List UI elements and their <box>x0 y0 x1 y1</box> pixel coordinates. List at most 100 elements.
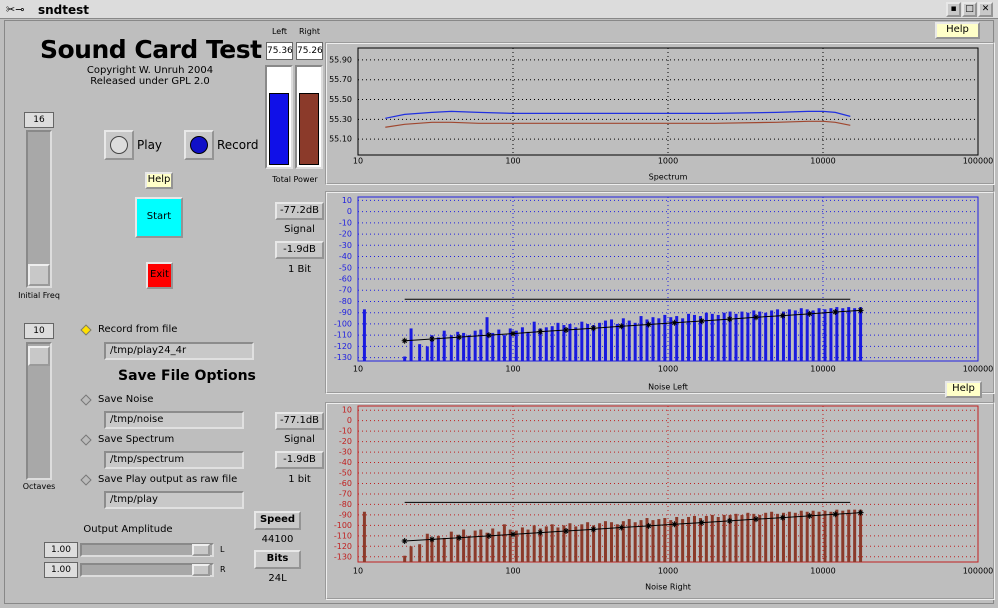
bar <box>544 526 548 562</box>
bar <box>633 522 637 562</box>
bar <box>847 307 851 361</box>
slider-value: 16 <box>24 112 54 128</box>
bar <box>574 327 578 361</box>
bar <box>514 530 518 562</box>
slider-thumb[interactable] <box>192 544 210 556</box>
bar <box>574 526 578 562</box>
bar <box>657 519 661 562</box>
bar <box>456 534 460 562</box>
window-title: sndtest <box>38 3 90 17</box>
bar <box>758 514 762 562</box>
bits-button[interactable]: Bits <box>254 550 301 569</box>
bit-db-button[interactable]: -1.9dB <box>275 241 324 259</box>
bit-db-button[interactable]: -1.9dB <box>275 451 324 469</box>
signal-db-button[interactable]: -77.1dB <box>275 412 324 430</box>
path-entry[interactable]: /tmp/play <box>104 491 244 509</box>
meter-caption: Total Power <box>272 175 318 184</box>
bar <box>362 511 366 562</box>
bar <box>627 519 631 562</box>
fit-marker <box>537 529 544 536</box>
fit-marker <box>510 330 516 337</box>
bar <box>520 527 524 562</box>
bar <box>627 320 631 361</box>
y-tick-label: -60 <box>339 479 352 488</box>
bar <box>598 322 602 361</box>
fit-marker <box>857 509 864 516</box>
amplitude-slider[interactable] <box>80 543 214 557</box>
help-button[interactable]: Help <box>145 172 173 189</box>
bar <box>853 308 857 361</box>
bar <box>835 509 839 562</box>
y-tick-label: -100 <box>334 521 352 530</box>
bar <box>526 529 530 562</box>
fit-marker <box>590 325 597 332</box>
y-tick-label: -30 <box>339 448 352 457</box>
exit-button[interactable]: Exit <box>146 262 173 289</box>
record-toggle[interactable] <box>184 130 214 160</box>
bar <box>669 317 673 361</box>
bar <box>473 530 477 562</box>
bar <box>598 523 602 562</box>
play-toggle[interactable] <box>104 130 134 160</box>
bar <box>722 312 726 361</box>
fit-marker <box>428 536 435 543</box>
x-axis-label: Noise Left <box>648 383 688 392</box>
slider-track[interactable] <box>26 130 52 288</box>
bar <box>556 527 560 562</box>
help-button[interactable]: Help <box>935 22 980 39</box>
play-indicator <box>110 136 128 154</box>
channel-label: R <box>220 565 226 574</box>
path-entry[interactable]: /tmp/spectrum <box>104 451 244 469</box>
bar <box>418 544 422 562</box>
bar <box>425 533 429 562</box>
bar <box>710 514 714 562</box>
bar <box>456 331 460 361</box>
y-tick-label: -40 <box>339 252 352 261</box>
option-label: Save Noise <box>98 394 154 405</box>
x-tick-label: 10000 <box>810 567 835 576</box>
section-title: Save File Options <box>118 368 256 384</box>
y-tick-label: -100 <box>334 319 352 328</box>
slider-thumb[interactable] <box>28 264 50 286</box>
x-tick-label: 1000 <box>658 567 678 576</box>
bar <box>669 520 673 562</box>
bar <box>811 510 815 562</box>
slider-thumb[interactable] <box>28 346 50 366</box>
bar <box>734 313 738 361</box>
path-entry[interactable]: /tmp/noise <box>104 411 244 429</box>
fit-marker <box>857 307 864 314</box>
bar <box>473 330 477 361</box>
amplitude-value: 1.00 <box>44 562 78 578</box>
option-label: Save Play output as raw file <box>98 474 238 485</box>
speed-button[interactable]: Speed <box>254 511 301 530</box>
close-button[interactable]: ✕ <box>978 2 993 17</box>
y-tick-label: -70 <box>339 286 352 295</box>
bar <box>430 335 434 361</box>
bar <box>764 312 768 361</box>
minimize-button[interactable]: ▪ <box>946 2 961 17</box>
bar <box>449 531 453 562</box>
bar <box>823 309 827 361</box>
bit-label: 1 bit <box>288 474 311 485</box>
bar <box>787 309 791 361</box>
x-tick-label: 100000 <box>963 157 994 166</box>
bar <box>479 529 483 562</box>
bar <box>817 511 821 562</box>
fit-marker <box>645 522 652 529</box>
start-button[interactable]: Start <box>135 197 183 238</box>
fit-marker <box>698 519 705 526</box>
signal-db-button[interactable]: -77.2dB <box>275 202 324 220</box>
slider-value: 10 <box>24 323 54 339</box>
x-tick-label: 1000 <box>658 365 678 374</box>
path-entry[interactable]: /tmp/play24_4r <box>104 342 254 360</box>
bar <box>568 323 572 361</box>
help-button[interactable]: Help <box>945 381 982 398</box>
meter <box>295 65 323 169</box>
slider-thumb[interactable] <box>192 564 210 576</box>
bar <box>698 518 702 562</box>
fit-marker <box>806 512 813 519</box>
amplitude-slider[interactable] <box>80 563 214 577</box>
maximize-button[interactable]: □ <box>962 2 977 17</box>
fit-marker <box>428 335 435 342</box>
speed-value: 44100 <box>261 534 294 545</box>
